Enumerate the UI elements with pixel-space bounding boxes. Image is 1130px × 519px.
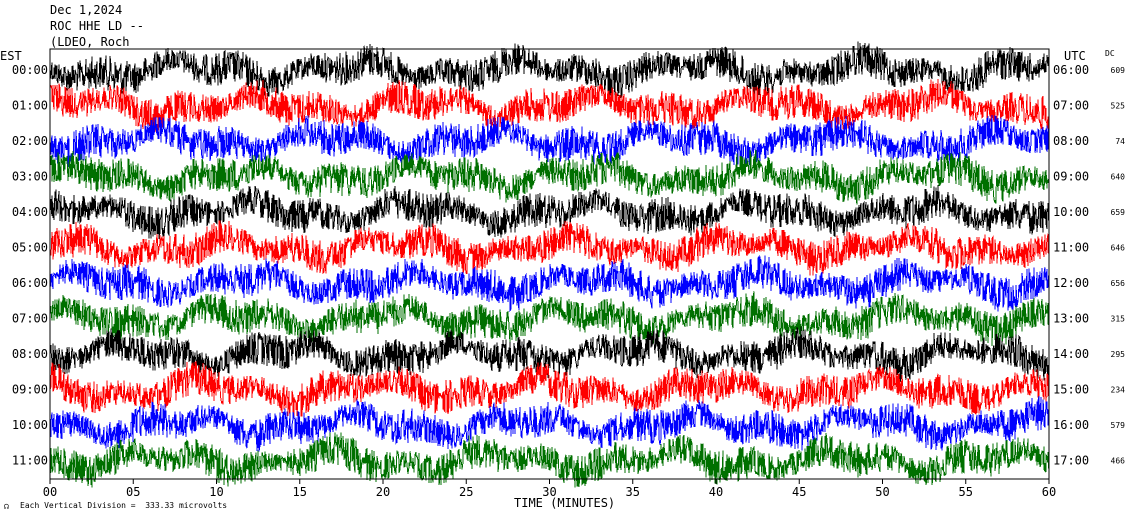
dc-offset-label: 646 xyxy=(1111,244,1126,253)
station-channel: ROC HHE LD -- xyxy=(50,19,144,33)
x-tick-label: 30 xyxy=(542,485,556,499)
trace-row-7 xyxy=(49,291,1050,347)
dc-offset-label: 656 xyxy=(1111,279,1126,288)
dc-offset-label: 525 xyxy=(1111,102,1126,111)
left-time-label: 08:00 xyxy=(12,347,48,361)
dc-offset-label: 466 xyxy=(1111,457,1126,466)
left-time-label: 11:00 xyxy=(12,454,48,468)
left-time-label: 05:00 xyxy=(12,241,48,255)
right-time-label: 07:00 xyxy=(1053,99,1089,113)
right-time-label: 11:00 xyxy=(1053,241,1089,255)
right-time-label: 17:00 xyxy=(1053,454,1089,468)
right-time-label: 14:00 xyxy=(1053,347,1089,361)
dc-header: DC xyxy=(1105,49,1115,58)
x-tick-label: 25 xyxy=(459,485,473,499)
trace-row-0 xyxy=(49,41,1050,99)
x-tick-label: 50 xyxy=(875,485,889,499)
right-time-label: 13:00 xyxy=(1053,312,1089,326)
network-label: (LDEO, Roch xyxy=(50,35,130,49)
x-tick-label: 05 xyxy=(126,485,140,499)
dc-offset-label: 315 xyxy=(1111,315,1126,324)
trace-row-4 xyxy=(49,184,1050,240)
x-tick-label: 10 xyxy=(209,485,223,499)
left-time-label: 00:00 xyxy=(12,63,48,77)
left-time-label: 06:00 xyxy=(12,276,48,290)
trace-row-5 xyxy=(49,220,1050,276)
dc-offset-label: 579 xyxy=(1111,421,1126,430)
x-tick-label: 00 xyxy=(43,485,57,499)
dc-offset-label: 640 xyxy=(1111,173,1126,182)
left-time-label: 01:00 xyxy=(12,99,48,113)
dc-offset-label: 295 xyxy=(1111,350,1126,359)
right-time-label: 16:00 xyxy=(1053,418,1089,432)
dc-offset-label: 659 xyxy=(1111,208,1126,217)
right-time-label: 09:00 xyxy=(1053,170,1089,184)
vertical-scale-note: Each Vertical Division = 333.33 microvol… xyxy=(20,501,228,510)
trace-row-2 xyxy=(49,114,1050,168)
trace-row-10 xyxy=(49,396,1050,452)
left-time-label: 07:00 xyxy=(12,312,48,326)
left-timezone-label: EST xyxy=(0,49,22,63)
record-date: Dec 1,2024 xyxy=(50,3,123,17)
dc-offset-label: 74 xyxy=(1115,137,1125,146)
dc-offset-label: 609 xyxy=(1111,66,1126,75)
left-time-label: 04:00 xyxy=(12,205,48,219)
x-tick-label: 55 xyxy=(959,485,973,499)
trace-row-3 xyxy=(49,149,1050,205)
x-tick-label: 40 xyxy=(709,485,723,499)
right-time-label: 10:00 xyxy=(1053,205,1089,219)
x-tick-label: 15 xyxy=(293,485,307,499)
x-tick-label: 20 xyxy=(376,485,390,499)
x-tick-label: 60 xyxy=(1042,485,1056,499)
trace-row-8 xyxy=(49,326,1050,383)
right-time-label: 12:00 xyxy=(1053,276,1089,290)
right-time-label: 15:00 xyxy=(1053,383,1089,397)
left-time-label: 09:00 xyxy=(12,383,48,397)
x-tick-label: 45 xyxy=(792,485,806,499)
left-time-label: 10:00 xyxy=(12,418,48,432)
right-timezone-label: UTC xyxy=(1064,49,1086,63)
trace-row-6 xyxy=(49,254,1050,313)
dc-offset-label: 234 xyxy=(1111,386,1126,395)
trace-row-9 xyxy=(49,360,1050,417)
right-time-label: 08:00 xyxy=(1053,134,1089,148)
trace-row-1 xyxy=(49,79,1050,133)
left-time-label: 02:00 xyxy=(12,134,48,148)
corner-mark: ☊ xyxy=(4,502,9,511)
left-time-label: 03:00 xyxy=(12,170,48,184)
trace-row-11 xyxy=(49,432,1050,488)
right-time-label: 06:00 xyxy=(1053,63,1089,77)
x-tick-label: 35 xyxy=(626,485,640,499)
x-axis-title: TIME (MINUTES) xyxy=(514,496,616,510)
